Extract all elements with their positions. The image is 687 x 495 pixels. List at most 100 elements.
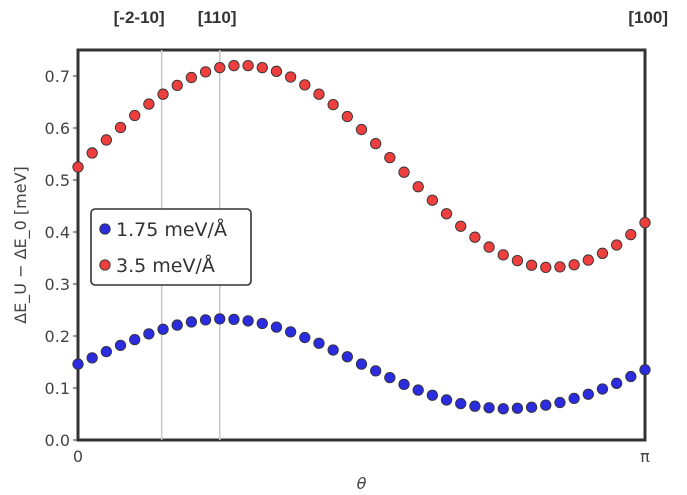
data-point-series-1	[129, 109, 141, 122]
legend-marker	[99, 223, 111, 235]
data-point-series-0	[72, 358, 84, 370]
data-point-series-1	[214, 62, 226, 74]
data-point-series-0	[440, 394, 453, 406]
data-point-series-0	[284, 326, 297, 338]
data-point-series-1	[228, 59, 240, 72]
data-point-series-0	[355, 358, 368, 370]
data-point-series-1	[639, 216, 651, 229]
data-point-series-1	[426, 194, 439, 206]
data-point-series-0	[143, 328, 155, 340]
top-annotation-0: [-2-10]	[114, 8, 165, 27]
data-point-series-1	[199, 66, 212, 78]
data-point-series-1	[185, 71, 198, 84]
legend-label: 3.5 meV/Å	[116, 254, 215, 277]
data-points	[72, 59, 651, 415]
data-point-series-1	[313, 88, 325, 100]
data-point-series-0	[313, 337, 325, 349]
y-tick-label: 0.3	[45, 275, 70, 294]
data-point-series-0	[554, 396, 566, 409]
data-point-series-0	[596, 383, 609, 395]
data-point-series-0	[199, 314, 212, 326]
data-point-series-0	[455, 397, 467, 410]
data-point-series-1	[469, 231, 481, 243]
data-point-series-1	[440, 208, 453, 220]
legend-label: 1.75 meV/Å	[116, 218, 227, 241]
data-point-series-1	[525, 259, 538, 271]
data-point-series-0	[398, 378, 410, 391]
data-point-series-1	[497, 249, 509, 261]
top-annotations: [-2-10] [110] [100]	[114, 8, 668, 27]
data-point-series-0	[639, 364, 651, 376]
top-annotation-1: [110]	[198, 8, 237, 27]
data-point-series-1	[355, 123, 368, 136]
data-point-series-1	[284, 71, 297, 83]
data-point-series-0	[270, 321, 283, 333]
y-tick-label: 0.5	[45, 171, 70, 190]
data-point-series-0	[214, 313, 226, 325]
data-point-series-1	[384, 151, 396, 164]
data-point-series-1	[483, 241, 495, 253]
data-point-series-1	[625, 228, 637, 241]
data-point-series-0	[157, 323, 169, 335]
data-point-series-1	[511, 254, 524, 267]
data-point-series-0	[256, 317, 268, 330]
data-point-series-1	[143, 98, 155, 110]
data-point-series-1	[412, 181, 424, 193]
data-point-series-0	[299, 331, 311, 344]
data-point-series-1	[370, 137, 382, 150]
data-point-series-0	[497, 403, 509, 415]
data-point-series-0	[610, 377, 623, 389]
data-point-series-0	[100, 345, 113, 358]
data-point-series-1	[242, 59, 254, 72]
x-axis-label: θ	[357, 474, 367, 493]
data-point-series-1	[596, 247, 609, 259]
data-point-series-0	[412, 384, 424, 396]
data-point-series-1	[256, 62, 268, 74]
data-point-series-1	[540, 261, 552, 274]
data-point-series-1	[568, 259, 580, 271]
data-point-series-1	[582, 254, 594, 266]
data-point-series-0	[341, 351, 353, 363]
data-point-series-0	[469, 400, 481, 412]
data-point-series-0	[483, 402, 495, 414]
y-tick-label: 0.7	[45, 67, 70, 86]
data-point-series-0	[540, 399, 552, 411]
data-point-series-0	[525, 401, 538, 413]
data-point-series-0	[228, 313, 240, 326]
data-point-series-1	[100, 134, 113, 146]
data-point-series-1	[341, 110, 353, 123]
data-point-series-1	[86, 147, 98, 159]
data-point-series-1	[157, 88, 169, 100]
legend-marker	[99, 259, 111, 271]
top-annotation-2: [100]	[628, 8, 668, 27]
data-point-series-0	[384, 371, 396, 384]
data-point-series-1	[72, 161, 84, 173]
legend-box	[90, 208, 252, 286]
data-point-series-1	[455, 220, 467, 232]
data-point-series-0	[185, 316, 198, 328]
legend: 1.75 meV/Å 3.5 meV/Å	[90, 208, 252, 286]
y-axis-label: ΔE_U − ΔE_0 [meV]	[11, 166, 31, 324]
y-tick-label: 0.4	[45, 223, 70, 242]
data-point-series-0	[426, 389, 439, 401]
y-tick-label: 0.1	[45, 379, 70, 398]
y-tick-label: 0.2	[45, 327, 70, 346]
data-point-series-1	[114, 121, 127, 134]
data-point-series-0	[511, 402, 524, 414]
data-point-series-1	[610, 239, 623, 251]
y-tick-label: 0.6	[45, 119, 70, 138]
data-point-series-1	[171, 79, 183, 92]
y-axis-ticks: 0.0 0.1 0.2 0.3 0.4 0.5 0.6 0.7	[45, 67, 78, 450]
data-point-series-0	[582, 388, 594, 400]
data-point-series-0	[242, 315, 254, 327]
x-tick-label: 0	[73, 447, 83, 466]
data-point-series-1	[299, 79, 311, 91]
data-point-series-0	[86, 352, 98, 364]
data-point-series-1	[554, 261, 566, 273]
data-point-series-1	[398, 166, 410, 178]
data-point-series-0	[171, 319, 183, 331]
data-point-series-1	[270, 65, 283, 77]
data-point-series-0	[129, 333, 141, 346]
